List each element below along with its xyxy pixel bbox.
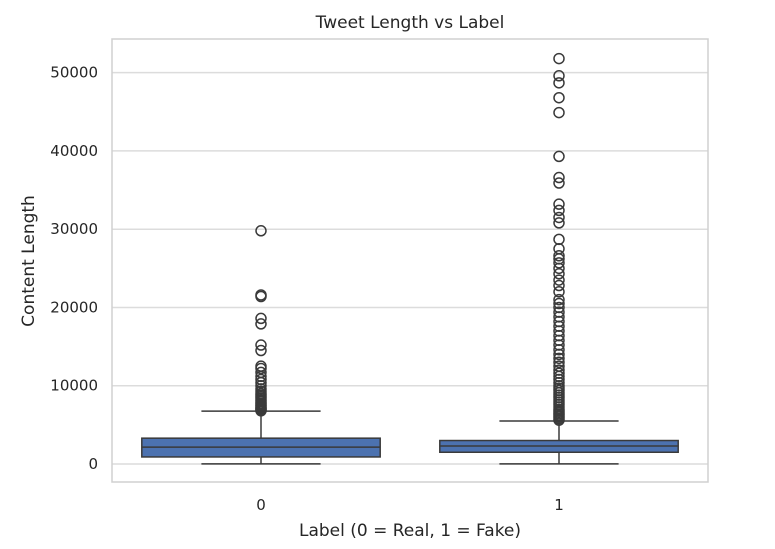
- outlier-point: [553, 150, 565, 163]
- outlier-point: [553, 77, 565, 89]
- x-axis-label: Label (0 = Real, 1 = Fake): [299, 521, 521, 541]
- outlier-point: [255, 339, 267, 351]
- outlier-point: [553, 106, 565, 119]
- outlier-point: [553, 367, 565, 379]
- outlier-point: [553, 211, 565, 224]
- outlier-point: [553, 250, 565, 262]
- y-axis-label: Content Length: [19, 195, 39, 327]
- box-group-0: [141, 225, 381, 465]
- y-tick-label: 0: [88, 455, 98, 473]
- outlier-point: [553, 91, 565, 104]
- outlier-point: [553, 360, 565, 372]
- outlier-point: [553, 306, 565, 318]
- outlier-point: [553, 286, 565, 298]
- y-tick-label: 50000: [50, 64, 98, 82]
- outlier-point: [553, 293, 565, 306]
- outlier-point: [553, 274, 565, 286]
- outlier-point: [553, 301, 565, 314]
- outlier-point: [255, 344, 267, 357]
- plot-frame: [111, 38, 709, 483]
- outlier-point: [553, 70, 565, 82]
- outlier-point: [553, 352, 565, 365]
- y-tick-labels: 0 10000 20000 30000 40000 50000: [50, 64, 98, 473]
- x-tick-label: 1: [554, 496, 564, 514]
- outlier-point: [553, 257, 565, 269]
- x-tick-label: 0: [256, 496, 266, 514]
- outlier-point: [553, 279, 565, 292]
- y-tick-label: 40000: [50, 142, 98, 160]
- outlier-point: [553, 268, 565, 280]
- outlier-point: [255, 312, 267, 325]
- outlier-point: [553, 177, 565, 189]
- y-tick-label: 30000: [50, 220, 98, 238]
- outlier-point: [553, 204, 565, 217]
- outlier-point: [255, 225, 267, 237]
- outlier-point: [255, 373, 267, 386]
- outlier-point: [255, 366, 267, 379]
- y-tick-label: 10000: [50, 377, 98, 395]
- outlier-point: [553, 52, 565, 65]
- outlier-point: [553, 198, 565, 210]
- outlier-point: [255, 360, 267, 372]
- y-tick-label: 20000: [50, 298, 98, 316]
- outlier-point: [255, 289, 267, 301]
- outlier-point: [553, 297, 565, 310]
- box-group-1: [439, 52, 679, 465]
- chart-title: Tweet Length vs Label: [315, 13, 505, 33]
- outlier-point: [553, 233, 565, 246]
- outlier-point: [553, 171, 565, 184]
- outlier-point: [553, 364, 565, 376]
- outlier-point: [553, 217, 565, 229]
- outlier-point: [553, 356, 565, 368]
- outlier-point: [255, 318, 267, 330]
- boxes: [141, 52, 679, 465]
